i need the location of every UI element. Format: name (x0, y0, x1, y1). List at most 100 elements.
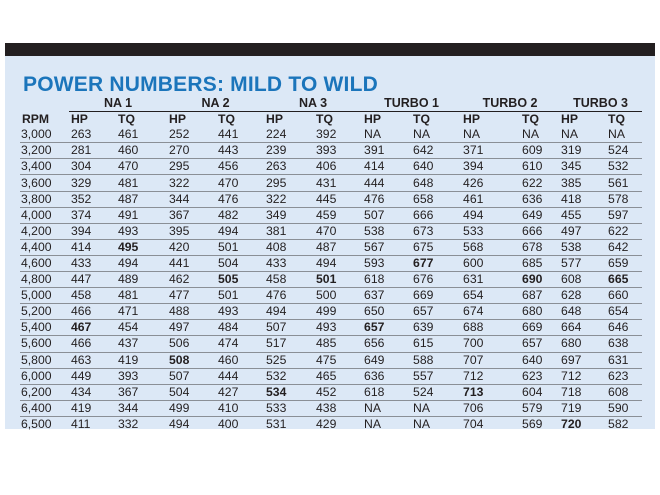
table-row: 4,200 394 493 395 494 381 470 538 673 533 666 497 62… (20, 223, 643, 240)
value-cell: 494 (169, 416, 190, 431)
value-cell: 531 (266, 416, 287, 431)
value-cell: 494 (216, 223, 265, 240)
value-cell: 618 (362, 271, 412, 289)
value-cell: 494 (264, 303, 315, 321)
value-cell: 470 (314, 223, 363, 240)
value-cell: 660 (606, 287, 643, 305)
value-cell: 719 (559, 400, 607, 417)
rpm-cell: 5,000 (20, 287, 69, 305)
value-cell: NA (606, 127, 643, 144)
value-cell: 482 (216, 207, 265, 224)
value-cell: 578 (606, 191, 643, 208)
column-header: HP (71, 112, 88, 127)
value-cell: 561 (606, 174, 643, 192)
table-row: 5,400 467 454 497 484 507 493 657 639 688 669 664 64… (20, 319, 643, 337)
group-header-row: NA 1 NA 2 NA 3 TURBO 1 TURBO 2 TURBO 3 (20, 96, 643, 113)
value-cell: 270 (167, 142, 217, 160)
rpm-cell: 4,600 (20, 255, 69, 273)
value-cell: 304 (69, 158, 116, 176)
value-cell: 569 (522, 416, 543, 431)
value-cell: 462 (167, 271, 217, 289)
value-cell: 557 (411, 368, 462, 385)
value-cell: 434 (69, 384, 116, 401)
value-cell: 604 (520, 384, 560, 401)
table-row: 3,800 352 487 344 476 322 445 476 658 461 636 418 57… (20, 191, 643, 208)
value-cell: 658 (411, 191, 462, 208)
value-cell: 395 (167, 223, 217, 240)
value-cell: 474 (216, 335, 265, 353)
value-cell: 497 (559, 223, 607, 240)
rpm-cell: 6,200 (20, 384, 69, 401)
value-cell: 631 (606, 352, 643, 369)
value-cell: 639 (411, 319, 462, 337)
value-cell: 637 (362, 287, 412, 305)
value-cell: 471 (116, 303, 168, 321)
value-cell: 465 (314, 368, 363, 385)
value-cell: 500 (314, 287, 363, 305)
column-header: HP (364, 112, 381, 127)
value-cell: NA (364, 416, 381, 431)
value-cell: 281 (69, 142, 116, 160)
value-cell: 648 (411, 174, 462, 192)
value-cell: 406 (314, 158, 363, 176)
value-cell: 622 (520, 174, 560, 192)
value-cell: 636 (520, 191, 560, 208)
value-cell: 648 (559, 303, 607, 321)
value-cell: 507 (362, 207, 412, 224)
value-cell: 487 (314, 239, 363, 256)
rpm-cell: 5,400 (20, 319, 69, 337)
value-cell: 410 (216, 400, 265, 417)
value-cell: 501 (216, 239, 265, 256)
table-title: POWER NUMBERS: MILD TO WILD (23, 73, 378, 96)
table-row: 3,200 281 460 270 443 239 393 391 642 371 609 319 52… (20, 142, 643, 160)
group-header-spacer (20, 96, 69, 112)
table-row: 4,400 414 495 420 501 408 487 567 675 568 678 538 64… (20, 239, 643, 256)
group-header: NA 1 (69, 96, 168, 113)
column-header: TQ (413, 112, 430, 127)
value-cell: NA (559, 127, 607, 144)
value-cell: 371 (461, 142, 521, 160)
value-cell: 618 (362, 384, 412, 401)
value-cell: NA (411, 127, 462, 144)
value-cell: 675 (411, 239, 462, 256)
value-cell: 494 (314, 255, 363, 273)
value-cell: 659 (606, 255, 643, 273)
value-cell: 718 (559, 384, 607, 401)
value-cell: 665 (606, 271, 643, 289)
value-cell: 433 (69, 255, 116, 273)
value-cell: 487 (116, 191, 168, 208)
table-row: 6,200 434 367 504 427 534 452 618 524 713 604 718 60… (20, 384, 643, 401)
column-header: HP (169, 112, 186, 127)
value-cell: 394 (461, 158, 521, 176)
value-cell: 420 (167, 239, 217, 256)
value-cell: 477 (167, 287, 217, 305)
value-cell: 408 (264, 239, 315, 256)
table-row: 4,600 433 494 441 504 433 494 593 677 600 685 577 65… (20, 255, 643, 273)
table-row: 6,500 411 332 494 400 531 429 NA NA 704 569 720 582 (20, 416, 642, 432)
table-row: 6,000 449 393 507 444 532 465 636 557 712 623 712 62… (20, 368, 643, 385)
value-cell: 485 (314, 335, 363, 353)
value-cell: 456 (216, 158, 265, 176)
column-header: HP (463, 112, 480, 127)
value-cell: 700 (461, 335, 521, 353)
column-header: TQ (218, 112, 235, 127)
rpm-cell: 4,800 (20, 271, 69, 289)
rpm-cell: 3,800 (20, 191, 69, 208)
table-row: 5,000 458 481 477 501 476 500 637 669 654 687 628 66… (20, 287, 643, 305)
value-cell: 678 (520, 239, 560, 256)
rpm-cell: 5,800 (20, 352, 69, 369)
value-cell: 476 (264, 287, 315, 305)
value-cell: 418 (559, 191, 607, 208)
table-row: 5,800 463 419 508 460 525 475 649 588 707 640 697 63… (20, 352, 643, 369)
value-cell: 673 (411, 223, 462, 240)
table-row: 5,600 466 437 506 474 517 485 656 615 700 657 680 63… (20, 335, 643, 353)
value-cell: 674 (461, 303, 521, 321)
value-cell: 628 (559, 287, 607, 305)
column-header: TQ (316, 112, 333, 127)
value-cell: 507 (167, 368, 217, 385)
value-cell: 295 (167, 158, 217, 176)
value-cell: 367 (167, 207, 217, 224)
value-cell: 609 (520, 142, 560, 160)
value-cell: 322 (264, 191, 315, 208)
value-cell: 657 (362, 319, 412, 337)
